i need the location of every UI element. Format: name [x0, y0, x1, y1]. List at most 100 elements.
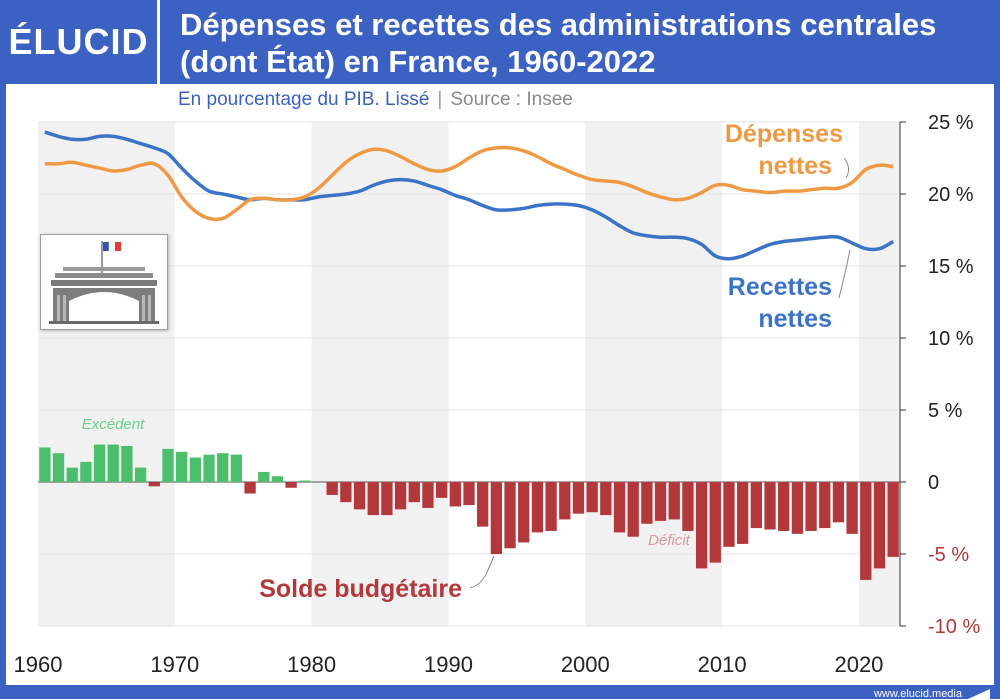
source-text: Source : Insee — [450, 89, 573, 110]
decade-band — [38, 122, 175, 626]
subtitle-text: En pourcentage du PIB. Lissé — [178, 89, 430, 110]
depenses-nettes-line — [44, 145, 894, 222]
recettes-label: Recettes — [728, 273, 832, 301]
footer-url: www.elucid.media — [873, 688, 962, 700]
budget-balance-bar — [422, 482, 434, 508]
x-tick-label: 1970 — [150, 652, 199, 677]
budget-balance-bar — [107, 444, 119, 482]
budget-balance-bar — [367, 482, 379, 516]
budget-balance-bar — [805, 482, 817, 531]
budget-balance-bar — [93, 444, 106, 482]
budget-balance-bar — [299, 480, 311, 482]
x-tick-label: 2020 — [834, 652, 883, 677]
y-tick-label: 0 — [928, 472, 939, 494]
budget-balance-bar — [504, 482, 516, 549]
budget-balance-bar — [586, 482, 598, 513]
x-tick-label: 1960 — [14, 652, 63, 677]
budget-balance-bar — [217, 453, 229, 482]
budget-balance-bar — [80, 461, 92, 482]
footer-arrow-icon — [968, 689, 990, 699]
recettes-label: nettes — [758, 305, 832, 333]
y-tick-label: 15 % — [928, 256, 974, 278]
y-tick-label: -10 % — [928, 616, 980, 638]
chart-title: Dépenses et recettes des administrations… — [180, 6, 985, 80]
chart-subtitle: En pourcentage du PIB. Lissé | Source : In… — [178, 89, 573, 111]
budget-balance-bar — [244, 482, 256, 494]
y-tick-label: 25 % — [928, 112, 974, 134]
budget-balance-bar — [162, 448, 174, 482]
recettes-leader-line — [838, 249, 851, 299]
x-tick-label: 1980 — [287, 652, 336, 677]
header-bar: ÉLUCID Dépenses et recettes des administ… — [0, 0, 1000, 84]
budget-balance-bar — [572, 482, 585, 514]
government-building-icon — [40, 234, 168, 330]
budget-balance-bar — [52, 453, 65, 482]
budget-balance-bar — [887, 482, 899, 557]
depenses-leader-line — [843, 157, 850, 179]
budget-balance-bar — [695, 482, 708, 569]
budget-balance-bar — [394, 482, 407, 510]
budget-balance-bar — [545, 482, 557, 531]
budget-balance-bar — [873, 482, 886, 569]
budget-balance-bar — [518, 482, 530, 543]
budget-balance-bar — [353, 482, 366, 510]
budget-balance-bar — [39, 447, 51, 482]
depenses-label: nettes — [758, 152, 832, 180]
budget-balance-bar — [477, 482, 489, 527]
y-tick-label: 5 % — [928, 400, 963, 422]
budget-balance-bar — [176, 451, 188, 482]
budget-balance-bar — [600, 482, 612, 516]
deficit-annotation: Déficit — [648, 532, 691, 549]
budget-balance-bar — [791, 482, 804, 534]
budget-balance-bar — [271, 476, 284, 482]
x-tick-label: 1990 — [424, 652, 473, 677]
budget-balance-bar — [682, 482, 694, 531]
budget-balance-bar — [819, 482, 831, 529]
budget-balance-bar — [203, 454, 215, 482]
budget-balance-bar — [490, 482, 503, 554]
recettes-nettes-line — [44, 130, 895, 261]
budget-balance-bar — [435, 482, 448, 498]
budget-balance-bar — [148, 482, 160, 487]
budget-balance-bar — [326, 482, 338, 495]
chart-title-line2: (dont État) en France, 1960-2022 — [180, 44, 656, 79]
budget-balance-bar — [860, 482, 872, 580]
brand-logo: ÉLUCID — [0, 0, 160, 84]
budget-balance-bar — [627, 482, 639, 537]
x-tick-label: 2000 — [561, 652, 610, 677]
budget-balance-bar — [189, 457, 201, 482]
budget-balance-bar — [66, 467, 78, 482]
depenses-label: Dépenses — [725, 120, 843, 148]
y-tick-label: 20 % — [928, 184, 974, 206]
solde-leader-line — [469, 555, 495, 589]
chart-title-line1: Dépenses et recettes des administrations… — [180, 7, 937, 42]
budget-balance-bar — [832, 482, 845, 523]
decade-band — [311, 122, 449, 626]
solde-budgetaire-label: Solde budgétaire — [259, 575, 462, 603]
budget-balance-bar — [258, 471, 270, 482]
excedent-annotation: Excédent — [82, 416, 145, 433]
budget-balance-bar — [121, 446, 133, 482]
budget-balance-bar — [230, 454, 243, 482]
budget-balance-bar — [613, 482, 626, 533]
budget-balance-bar — [531, 482, 544, 533]
budget-balance-bar — [641, 482, 653, 524]
budget-balance-bar — [449, 482, 461, 507]
budget-balance-bar — [654, 482, 667, 521]
subtitle-separator: | — [437, 89, 443, 110]
budget-balance-bar — [709, 482, 721, 563]
budget-balance-bar — [559, 482, 571, 520]
budget-balance-bar — [750, 482, 762, 529]
budget-balance-bar — [764, 482, 776, 530]
budget-balance-bar — [134, 467, 147, 482]
budget-balance-bar — [778, 482, 790, 531]
y-tick-label: -5 % — [928, 544, 969, 566]
x-tick-label: 2010 — [698, 652, 747, 677]
budget-balance-bar — [846, 482, 858, 534]
budget-balance-bar — [668, 482, 680, 520]
budget-balance-bar — [285, 482, 297, 488]
budget-balance-bar — [723, 482, 735, 547]
chart-frame — [0, 84, 1000, 699]
budget-balance-bar — [340, 482, 352, 503]
